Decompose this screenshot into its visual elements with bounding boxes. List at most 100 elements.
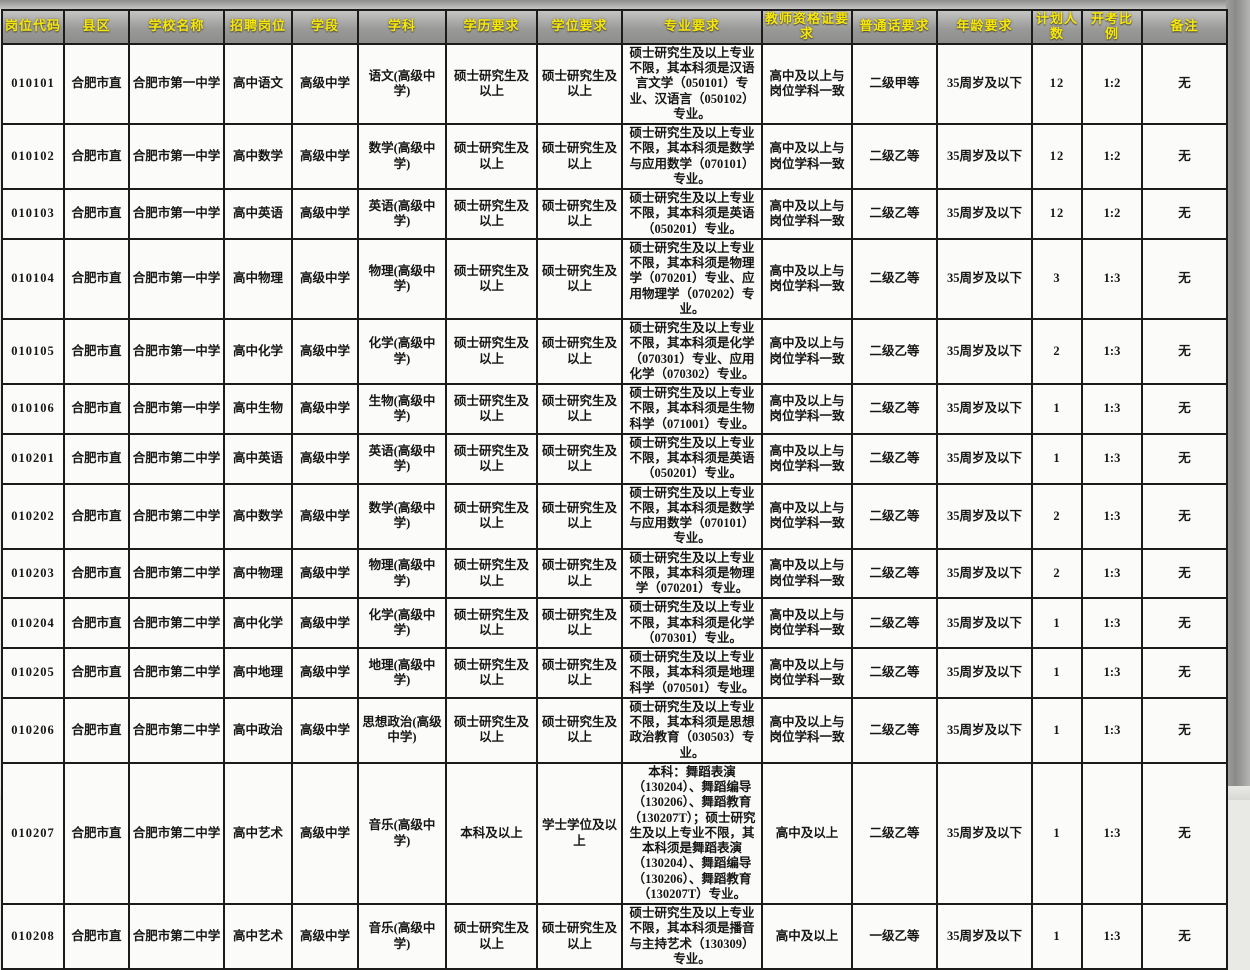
cell-code: 010203 <box>1 547 65 600</box>
cell-major: 硕士研究生及以上专业不限，其本科须是汉语言文学（050101）专业、汉语言（05… <box>621 42 763 126</box>
cell-ratio: 1:3 <box>1081 482 1143 550</box>
table-row: 010206 合肥市直 合肥市第二中学 高中政治 高级中学 思想政治(高级中学) 硕士研究生… <box>1 696 1228 764</box>
header-cell-remark: 备注 <box>1141 9 1228 45</box>
cell-position: 高中艺术 <box>223 903 293 970</box>
cell-major: 硕士研究生及以上专业不限，其本科须是数学与应用数学（070101）专业。 <box>621 123 763 191</box>
cell-mandarin: 二级乙等 <box>851 318 938 386</box>
cell-remark: 无 <box>1141 42 1228 126</box>
cell-remark: 无 <box>1141 188 1228 240</box>
cell-district: 合肥市直 <box>63 597 130 650</box>
table-row: 010102 合肥市直 合肥市第一中学 高中数学 高级中学 数学(高级中学) 硕士研究生及以… <box>1 123 1228 191</box>
cell-school: 合肥市第一中学 <box>128 188 225 240</box>
cell-ratio: 1:3 <box>1081 696 1143 764</box>
cell-edu: 硕士研究生及以上 <box>445 188 538 240</box>
table-row: 010202 合肥市直 合肥市第二中学 高中数学 高级中学 数学(高级中学) 硕士研究生及以… <box>1 482 1228 550</box>
cell-position: 高中政治 <box>223 696 293 764</box>
cell-district: 合肥市直 <box>63 432 130 485</box>
cell-remark: 无 <box>1141 432 1228 485</box>
cell-mandarin: 二级乙等 <box>851 647 938 699</box>
cell-age: 35周岁及以下 <box>936 696 1033 764</box>
cell-degree: 硕士研究生及以上 <box>536 188 623 240</box>
cell-mandarin: 二级乙等 <box>851 188 938 240</box>
cell-edu: 硕士研究生及以上 <box>445 597 538 650</box>
cell-ratio: 1:3 <box>1081 383 1143 435</box>
cell-ratio: 1:2 <box>1081 42 1143 126</box>
cell-subject: 物理(高级中学) <box>357 547 447 600</box>
cell-subject: 数学(高级中学) <box>357 123 447 191</box>
cell-count: 1 <box>1031 383 1083 435</box>
cell-subject: 思想政治(高级中学) <box>357 696 447 764</box>
cell-subject: 化学(高级中学) <box>357 597 447 650</box>
cell-edu: 硕士研究生及以上 <box>445 383 538 435</box>
cell-code: 010201 <box>1 432 65 485</box>
cell-position: 高中化学 <box>223 597 293 650</box>
cell-mandarin: 二级乙等 <box>851 432 938 485</box>
cell-degree: 硕士研究生及以上 <box>536 647 623 699</box>
cell-school: 合肥市第一中学 <box>128 383 225 435</box>
cell-cert: 高中及以上 <box>761 903 853 970</box>
cell-remark: 无 <box>1141 696 1228 764</box>
cell-remark: 无 <box>1141 383 1228 435</box>
cell-position: 高中数学 <box>223 123 293 191</box>
cell-code: 010105 <box>1 318 65 386</box>
cell-ratio: 1:3 <box>1081 647 1143 699</box>
cell-degree: 硕士研究生及以上 <box>536 547 623 600</box>
cell-age: 35周岁及以下 <box>936 482 1033 550</box>
cell-district: 合肥市直 <box>63 482 130 550</box>
cell-count: 1 <box>1031 761 1083 906</box>
cell-remark: 无 <box>1141 123 1228 191</box>
cell-remark: 无 <box>1141 597 1228 650</box>
table-body: 010101 合肥市直 合肥市第一中学 高中语文 高级中学 语文(高级中学) 硕士研究生及以… <box>1 42 1228 970</box>
table-row: 010203 合肥市直 合肥市第二中学 高中物理 高级中学 物理(高级中学) 硕士研究生及以… <box>1 547 1228 600</box>
header-cell-major: 专业要求 <box>621 9 763 45</box>
cell-district: 合肥市直 <box>63 383 130 435</box>
cell-subject: 化学(高级中学) <box>357 318 447 386</box>
scan-right-edge <box>1226 0 1250 800</box>
header-row: 岗位代码 县区 学校名称 招聘岗位 学段 学科 学历要求 学位要求 专业要求 教师资格证要求 普通话… <box>1 9 1228 45</box>
cell-age: 35周岁及以下 <box>936 123 1033 191</box>
cell-code: 010104 <box>1 237 65 321</box>
table-header: 岗位代码 县区 学校名称 招聘岗位 学段 学科 学历要求 学位要求 专业要求 教师资格证要求 普通话… <box>1 9 1228 45</box>
cell-stage: 高级中学 <box>291 903 359 970</box>
cell-subject: 音乐(高级中学) <box>357 903 447 970</box>
header-cell-ratio: 开考比例 <box>1081 9 1143 45</box>
cell-stage: 高级中学 <box>291 647 359 699</box>
header-cell-code: 岗位代码 <box>1 9 65 45</box>
cell-mandarin: 二级乙等 <box>851 482 938 550</box>
cell-mandarin: 二级乙等 <box>851 383 938 435</box>
cell-cert: 高中及以上与岗位学科一致 <box>761 597 853 650</box>
cell-count: 1 <box>1031 647 1083 699</box>
cell-age: 35周岁及以下 <box>936 761 1033 906</box>
cell-age: 35周岁及以下 <box>936 903 1033 970</box>
cell-district: 合肥市直 <box>63 903 130 970</box>
cell-ratio: 1:2 <box>1081 123 1143 191</box>
cell-district: 合肥市直 <box>63 761 130 906</box>
cell-edu: 本科及以上 <box>445 761 538 906</box>
cell-school: 合肥市第二中学 <box>128 432 225 485</box>
cell-edu: 硕士研究生及以上 <box>445 237 538 321</box>
cell-position: 高中英语 <box>223 432 293 485</box>
table-row: 010103 合肥市直 合肥市第一中学 高中英语 高级中学 英语(高级中学) 硕士研究生及以… <box>1 188 1228 240</box>
cell-major: 硕士研究生及以上专业不限，其本科须是物理学（070201）专业、应用物理学（07… <box>621 237 763 321</box>
cell-age: 35周岁及以下 <box>936 597 1033 650</box>
cell-remark: 无 <box>1141 318 1228 386</box>
header-cell-cert: 教师资格证要求 <box>761 9 853 45</box>
cell-stage: 高级中学 <box>291 237 359 321</box>
cell-stage: 高级中学 <box>291 123 359 191</box>
cell-degree: 硕士研究生及以上 <box>536 903 623 970</box>
header-cell-subject: 学科 <box>357 9 447 45</box>
cell-stage: 高级中学 <box>291 547 359 600</box>
cell-remark: 无 <box>1141 482 1228 550</box>
cell-district: 合肥市直 <box>63 547 130 600</box>
cell-count: 12 <box>1031 188 1083 240</box>
cell-cert: 高中及以上与岗位学科一致 <box>761 318 853 386</box>
cell-edu: 硕士研究生及以上 <box>445 696 538 764</box>
cell-mandarin: 二级乙等 <box>851 597 938 650</box>
cell-position: 高中物理 <box>223 547 293 600</box>
cell-major: 硕士研究生及以上专业不限，其本科须是英语（050201）专业。 <box>621 432 763 485</box>
cell-ratio: 1:3 <box>1081 432 1143 485</box>
cell-degree: 硕士研究生及以上 <box>536 237 623 321</box>
cell-subject: 地理(高级中学) <box>357 647 447 699</box>
cell-district: 合肥市直 <box>63 318 130 386</box>
cell-school: 合肥市第二中学 <box>128 647 225 699</box>
